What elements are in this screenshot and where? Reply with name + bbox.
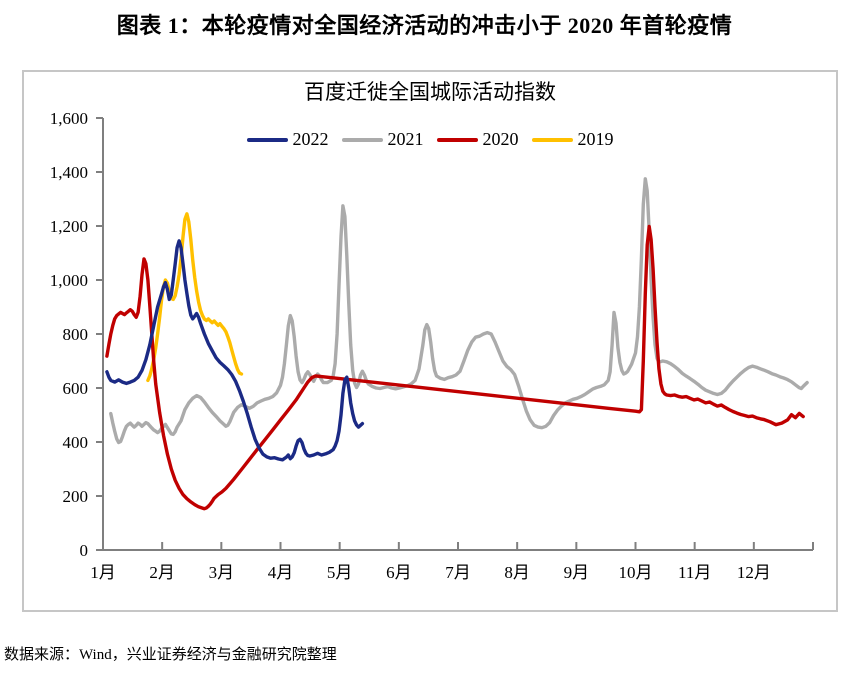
series-line-2022 [105,239,365,462]
x-month-label: 9月 [564,563,590,582]
y-tick-label: 1,200 [50,217,88,236]
x-month-label: 2月 [149,563,175,582]
x-month-label: 7月 [445,563,471,582]
legend-swatch-2020 [436,137,478,142]
y-tick-label: 0 [80,541,89,560]
legend-label-2019: 2019 [577,129,614,149]
series-line-2021 [109,177,809,445]
x-month-label: 10月 [619,563,653,582]
y-tick-label: 1,400 [50,163,88,182]
legend-label-2022: 2022 [292,129,329,149]
source-note: 数据来源：Wind，兴业证券经济与金融研究院整理 [4,647,337,663]
y-tick-label: 1,600 [50,109,88,128]
x-month-label: 1月 [90,563,116,582]
y-tick-label: 200 [63,487,89,506]
chart-title: 百度迁徙全国城际活动指数 [304,80,556,104]
legend-item-2020: 2020 [436,129,519,150]
x-month-label: 4月 [268,563,294,582]
y-tick-label: 1,000 [50,271,88,290]
y-tick-label: 600 [63,379,89,398]
legend-swatch-2021 [341,137,383,142]
x-month-label: 6月 [386,563,412,582]
x-month-label: 5月 [327,563,353,582]
series-line-2020 [105,224,805,511]
page-title: 图表 1：本轮疫情对全国经济活动的冲击小于 2020 年首轮疫情 [116,13,733,38]
legend-item-2019: 2019 [531,129,614,150]
legend-label-2020: 2020 [482,129,519,149]
y-tick-label: 800 [63,325,89,344]
legend-item-2021: 2021 [341,129,424,150]
x-month-label: 12月 [737,563,771,582]
chart-legend: 2022 2021 2020 2019 [22,129,838,150]
legend-swatch-2022 [246,137,288,142]
x-month-label: 8月 [504,563,530,582]
legend-label-2021: 2021 [387,129,424,149]
x-month-label: 11月 [678,563,711,582]
y-tick-label: 400 [63,433,89,452]
legend-swatch-2019 [531,137,573,142]
legend-item-2022: 2022 [246,129,329,150]
x-month-label: 3月 [209,563,235,582]
